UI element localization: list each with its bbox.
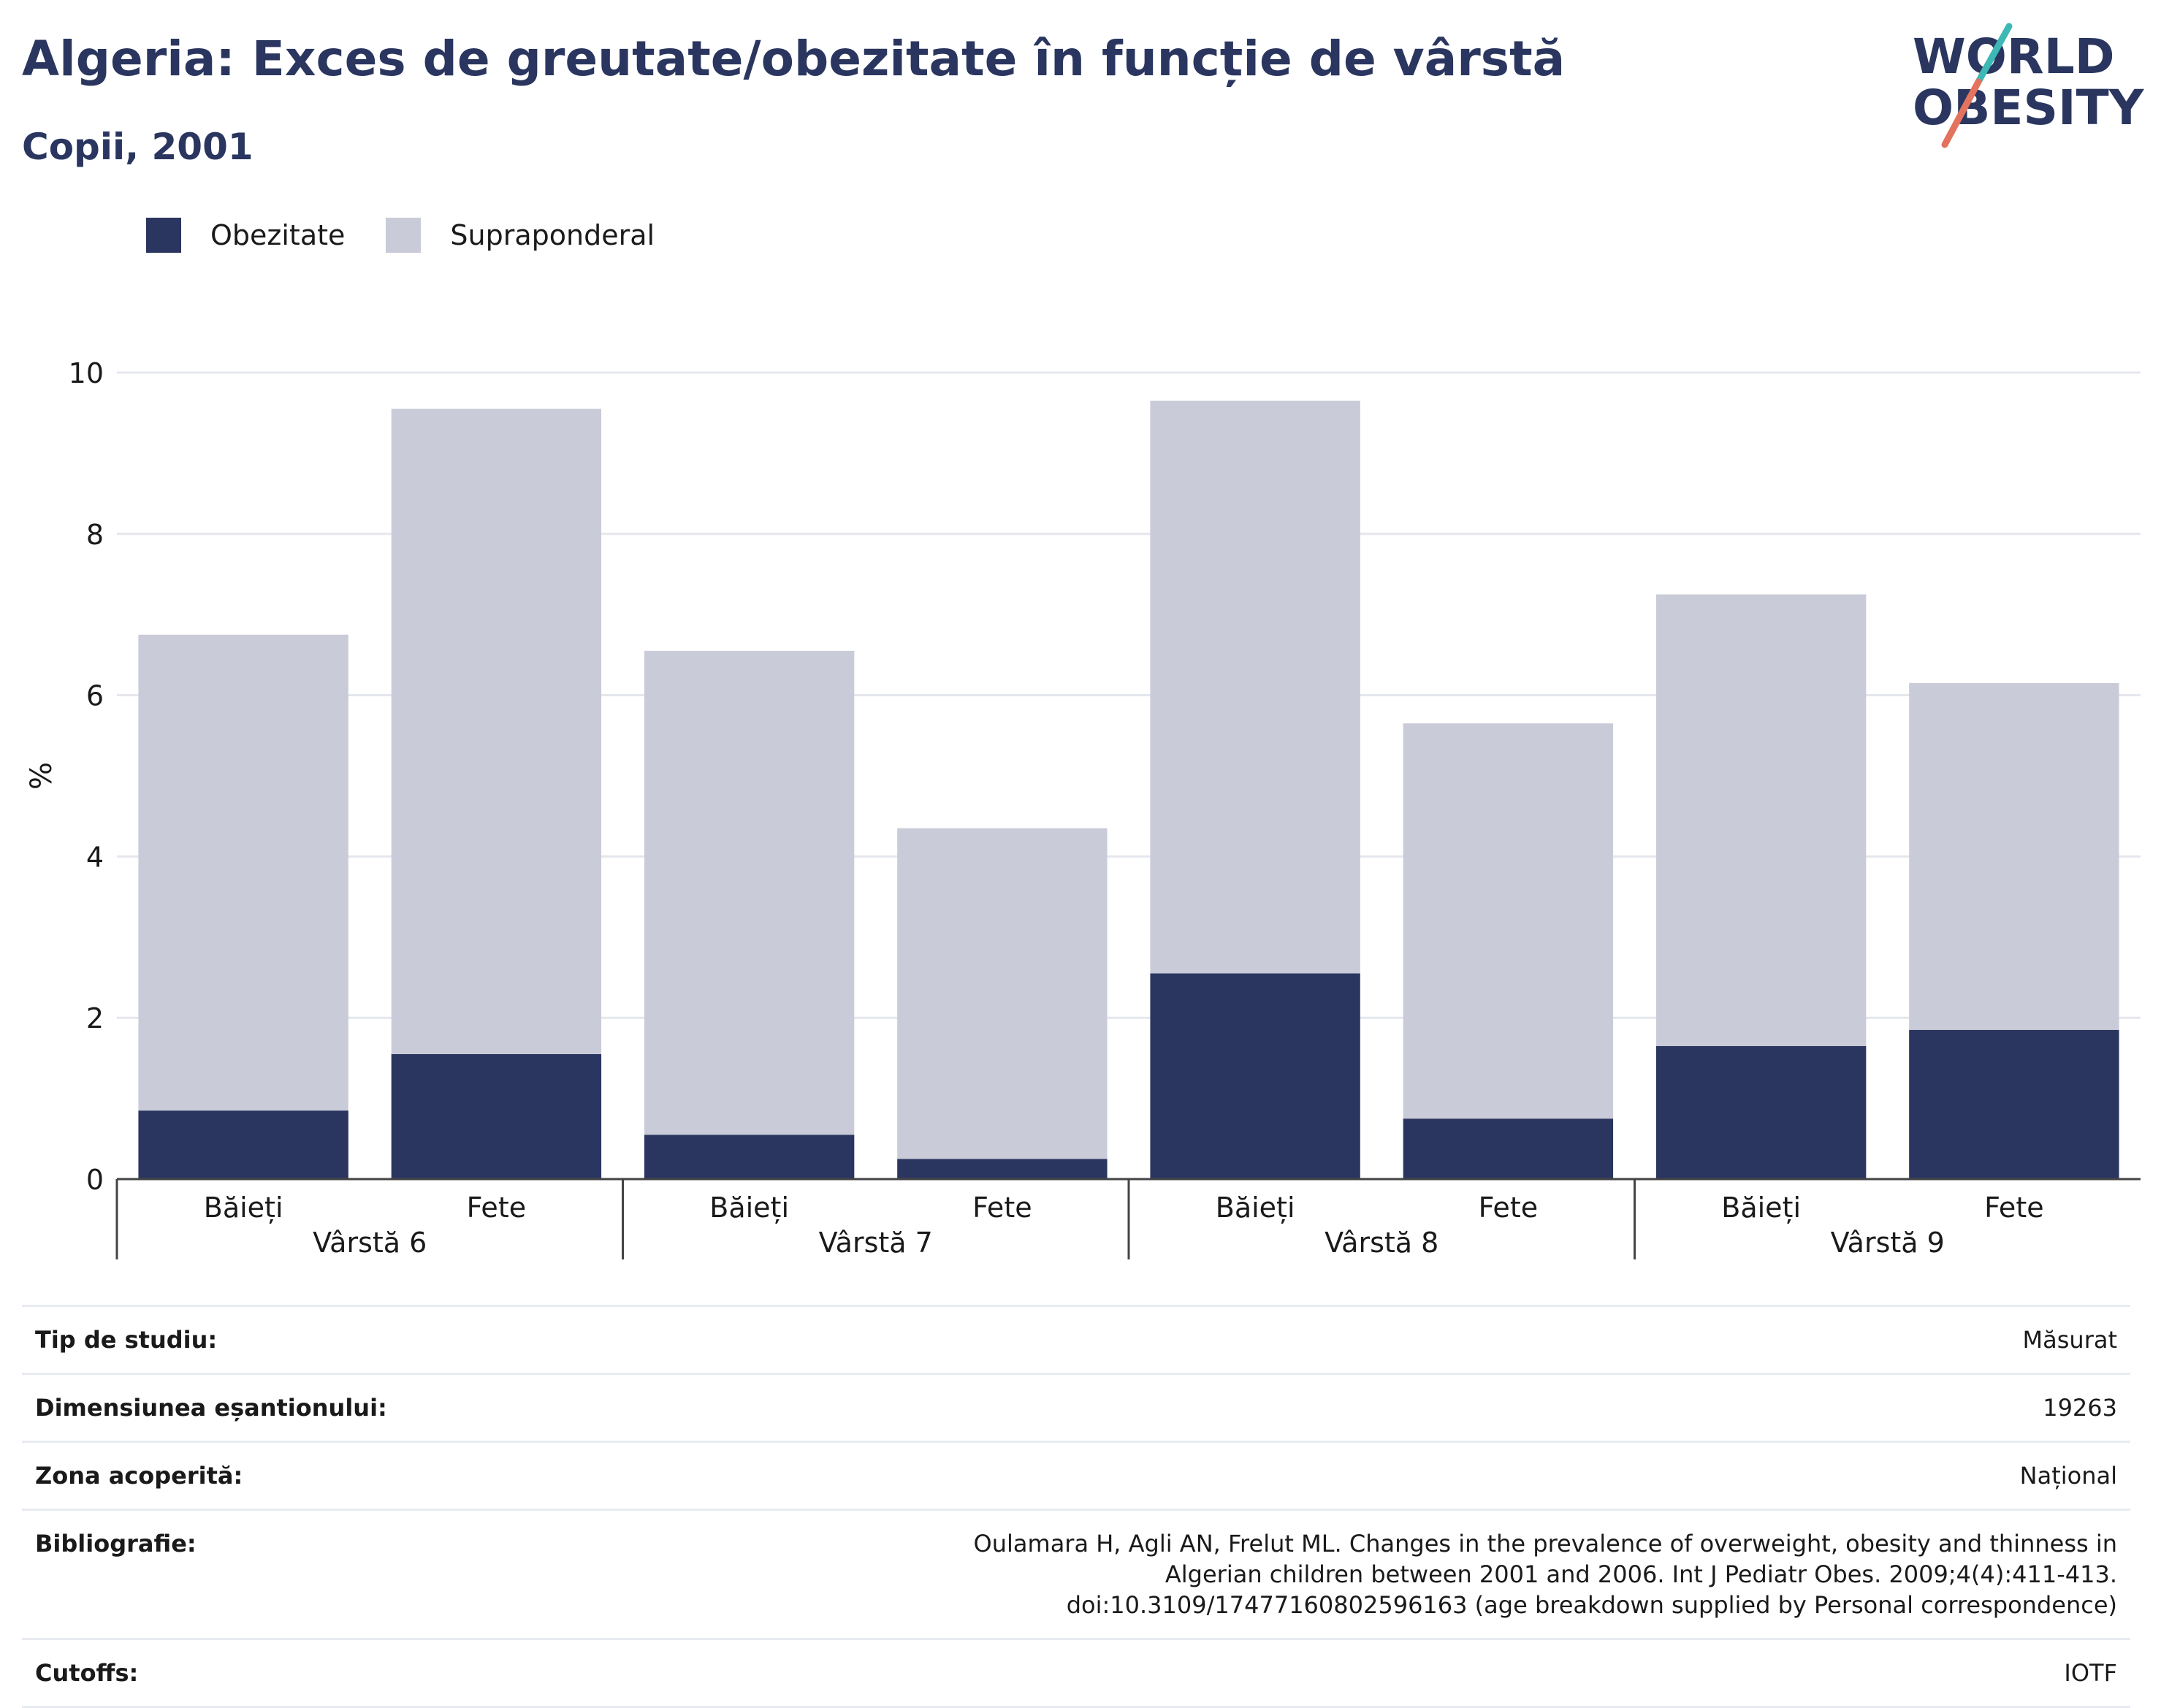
logo-slash-coral	[1941, 78, 1982, 148]
x-tick-label: Băieți	[204, 1192, 283, 1224]
y-tick-label: 8	[86, 519, 104, 551]
info-value: IOTF	[400, 1638, 2130, 1708]
info-value: 19263	[400, 1373, 2130, 1442]
bar-overweight	[644, 650, 855, 1135]
x-group-label: Vârstă 8	[1325, 1227, 1438, 1259]
y-tick-label: 10	[69, 357, 104, 389]
bar-obesity	[897, 1159, 1108, 1179]
study-info-table: Tip de studiu: Măsurat Dimensiunea eșant…	[22, 1305, 2130, 1708]
y-tick-label: 2	[86, 1002, 104, 1034]
info-label: Cutoffs:	[22, 1638, 400, 1708]
bar-obesity	[391, 1053, 602, 1179]
bar-overweight	[138, 634, 348, 1111]
info-label: Dimensiunea eșantionului:	[22, 1373, 400, 1442]
bar-overweight	[391, 408, 602, 1054]
info-value: Oulamara H, Agli AN, Frelut ML. Changes …	[400, 1509, 2130, 1639]
info-value: Național	[400, 1441, 2130, 1510]
y-tick-label: 4	[86, 841, 104, 873]
legend-label-obesity: Obezitate	[210, 219, 346, 251]
y-tick-label: 6	[86, 680, 104, 712]
chart-legend: Obezitate Supraponderal	[146, 218, 695, 253]
x-group-label: Vârstă 9	[1831, 1227, 1945, 1259]
bar-obesity	[1655, 1045, 1867, 1179]
x-tick-label: Fete	[972, 1192, 1032, 1224]
legend-swatch-overweight	[386, 218, 422, 253]
bar-obesity	[644, 1135, 855, 1179]
legend-item-obesity[interactable]: Obezitate	[146, 218, 345, 253]
page-subtitle: Copii, 2001	[22, 126, 254, 168]
y-tick-label: 0	[86, 1164, 104, 1196]
info-row-bibliography: Bibliografie: Oulamara H, Agli AN, Frelu…	[22, 1509, 2130, 1639]
world-obesity-logo: WORLD OBESITY	[1913, 23, 2145, 148]
info-row-area: Zona acoperită: Național	[22, 1441, 2130, 1510]
legend-swatch-obesity	[146, 218, 181, 253]
stacked-bar-chart: 0 2 4 6 8 10% Băieți Fete Băieți Fete Băieți Fete Bă…	[25, 357, 2141, 1259]
page-title: Algeria: Exces de greutate/obezitate în …	[22, 31, 1566, 87]
bar-obesity	[1150, 973, 1360, 1179]
x-tick-label: Băieți	[709, 1192, 789, 1224]
y-axis-label: %	[25, 762, 58, 790]
logo-word-world: WORLD	[1913, 28, 2115, 85]
bar-overweight	[1909, 683, 2119, 1030]
bar-overweight	[897, 828, 1108, 1159]
bar-obesity	[138, 1110, 348, 1179]
x-tick-label: Fete	[467, 1192, 526, 1224]
x-group-label: Vârstă 6	[313, 1227, 427, 1259]
info-row-sample-size: Dimensiunea eșantionului: 19263	[22, 1373, 2130, 1442]
logo-word-obesity: OBESITY	[1913, 80, 2145, 136]
info-value: Măsurat	[400, 1305, 2130, 1374]
legend-item-overweight[interactable]: Supraponderal	[386, 218, 655, 253]
x-group-label: Vârstă 7	[819, 1227, 933, 1259]
x-tick-label: Fete	[1479, 1192, 1538, 1224]
bar-obesity	[1403, 1118, 1614, 1179]
bar-overweight	[1655, 594, 1867, 1046]
legend-label-overweight: Supraponderal	[450, 219, 655, 251]
x-tick-label: Fete	[1984, 1192, 2043, 1224]
info-label: Bibliografie:	[22, 1509, 400, 1639]
info-row-study-type: Tip de studiu: Măsurat	[22, 1305, 2130, 1374]
bar-obesity	[1909, 1029, 2119, 1179]
x-tick-label: Băieți	[1216, 1192, 1295, 1224]
info-label: Zona acoperită:	[22, 1441, 400, 1510]
bar-overweight	[1403, 723, 1614, 1119]
info-row-cutoffs: Cutoffs: IOTF	[22, 1638, 2130, 1708]
bar-overweight	[1150, 400, 1360, 974]
info-label: Tip de studiu:	[22, 1305, 400, 1374]
logo-slash-teal	[1975, 23, 2013, 85]
x-tick-label: Băieți	[1721, 1192, 1801, 1224]
